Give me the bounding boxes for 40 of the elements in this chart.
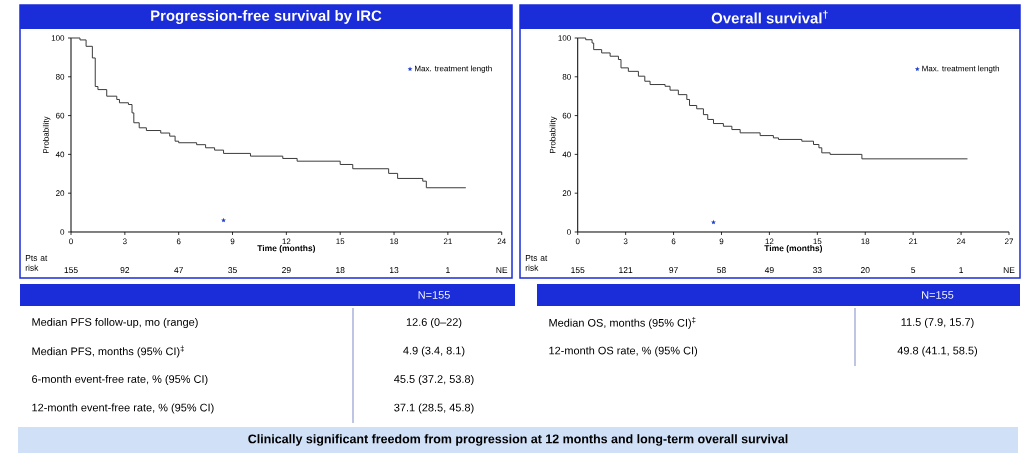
- text: Median OS, months (95% CI)$^{‡}$: [549, 317, 696, 329]
- text: Pts at risk: [25, 255, 48, 271]
- text: Clinically significant freedom from progression at 12 months and long-term overall survival: [248, 434, 788, 446]
- text: 92: [120, 267, 130, 274]
- text: 121: [619, 267, 633, 273]
- text: 20: [860, 267, 870, 274]
- text: 49: [764, 267, 774, 274]
- text: 58: [717, 267, 726, 274]
- x-axis-title: Time (months): [257, 244, 316, 253]
- text: 1: [446, 267, 450, 273]
- text: 37.1 (28.5, 45.8): [394, 403, 474, 414]
- text: 13: [389, 267, 399, 274]
- text: 49.8 (41.1, 58.5): [897, 346, 978, 357]
- chart-title: Overall survival$^{†}$: [711, 10, 828, 24]
- text: 12-month OS rate, % (95% CI): [549, 346, 698, 357]
- text: 97: [669, 267, 678, 274]
- text: 35: [228, 267, 237, 274]
- text: 12.6 (0–22): [406, 317, 462, 329]
- x-axis-title: Time (months): [764, 244, 823, 253]
- text: Pts at risk: [525, 255, 548, 271]
- text: 47: [174, 267, 183, 273]
- text: N=155: [922, 291, 954, 299]
- text: 45.5 (37.2, 53.8): [394, 374, 474, 386]
- text: 5: [911, 267, 916, 274]
- text: 4.9 (3.4, 8.1): [403, 346, 465, 357]
- text: 6-month event-free rate, % (95% CI): [32, 374, 208, 386]
- text: 29: [282, 267, 291, 274]
- text: Median PFS follow-up, mo (range): [32, 317, 198, 329]
- text: 155: [64, 267, 78, 274]
- text: N=155: [418, 291, 450, 299]
- text: NE: [496, 267, 508, 273]
- text: NE: [1003, 267, 1015, 273]
- chart-title: Progression-free survival by IRC: [151, 9, 382, 24]
- text: 1: [959, 267, 964, 273]
- text: Median PFS, months (95% CI)$^{‡}$: [32, 345, 184, 358]
- text: 11.5 (7.9, 15.7): [901, 317, 974, 329]
- text: 18: [336, 267, 345, 274]
- text: 33: [812, 267, 822, 274]
- text: 12-month event-free rate, % (95% CI): [32, 403, 214, 414]
- text: 155: [571, 267, 585, 274]
